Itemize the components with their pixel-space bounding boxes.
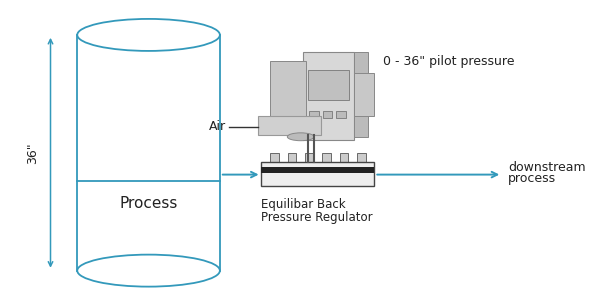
FancyBboxPatch shape — [309, 111, 318, 118]
FancyBboxPatch shape — [262, 162, 374, 186]
Ellipse shape — [288, 133, 314, 141]
Text: Pressure Regulator: Pressure Regulator — [262, 211, 373, 224]
Text: 36": 36" — [26, 142, 39, 164]
FancyBboxPatch shape — [259, 116, 321, 135]
Text: Air: Air — [209, 120, 226, 133]
FancyBboxPatch shape — [270, 153, 279, 162]
FancyBboxPatch shape — [353, 73, 374, 116]
FancyBboxPatch shape — [339, 153, 349, 162]
FancyBboxPatch shape — [353, 52, 368, 137]
FancyBboxPatch shape — [336, 111, 346, 118]
Text: process: process — [508, 173, 556, 185]
FancyBboxPatch shape — [323, 111, 332, 118]
FancyBboxPatch shape — [308, 70, 349, 100]
FancyBboxPatch shape — [305, 153, 313, 162]
FancyBboxPatch shape — [323, 153, 331, 162]
Text: downstream: downstream — [508, 161, 586, 174]
FancyBboxPatch shape — [262, 167, 374, 173]
FancyBboxPatch shape — [271, 61, 306, 125]
Text: Equilibar Back: Equilibar Back — [262, 198, 346, 211]
Text: Process: Process — [120, 196, 178, 211]
Text: 0 - 36" pilot pressure: 0 - 36" pilot pressure — [384, 55, 515, 68]
FancyBboxPatch shape — [288, 153, 296, 162]
FancyBboxPatch shape — [303, 52, 353, 140]
FancyBboxPatch shape — [357, 153, 365, 162]
